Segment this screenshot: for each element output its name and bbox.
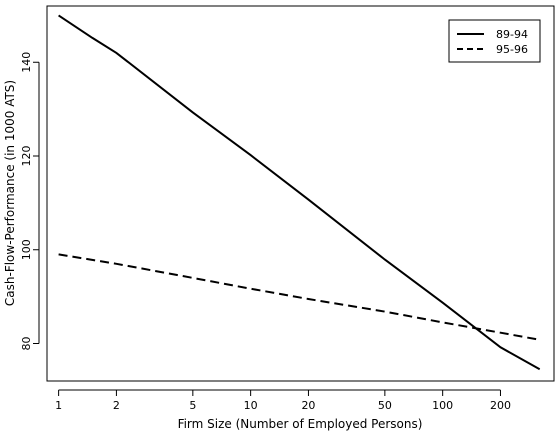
legend-label-95-96: 95-96 bbox=[496, 43, 528, 56]
x-tick-label: 100 bbox=[432, 399, 453, 412]
x-tick-label: 10 bbox=[244, 399, 258, 412]
legend-label-89-94: 89-94 bbox=[496, 28, 528, 41]
series-layer bbox=[58, 14, 541, 371]
legend: 89-94 95-96 bbox=[448, 19, 541, 63]
y-tick-label: 140 bbox=[20, 52, 33, 73]
y-tick-label: 100 bbox=[20, 239, 33, 260]
plot-frame bbox=[46, 5, 555, 382]
y-axis: 80 100 120 140 bbox=[20, 52, 40, 351]
x-tick-label: 2 bbox=[113, 399, 120, 412]
x-tick-label: 5 bbox=[189, 399, 196, 412]
series-line-89-94 bbox=[58, 14, 541, 371]
x-axis: 1 2 5 10 20 50 100 200 bbox=[55, 389, 511, 412]
legend-box bbox=[448, 19, 541, 63]
x-axis-label: Firm Size (Number of Employed Persons) bbox=[178, 417, 423, 431]
y-axis-label: Cash-Flow-Performance (in 1000 ATS) bbox=[3, 80, 17, 306]
x-tick-label: 50 bbox=[378, 399, 392, 412]
x-tick-label: 1 bbox=[55, 399, 62, 412]
x-tick-label: 20 bbox=[301, 399, 315, 412]
y-tick-label: 120 bbox=[20, 146, 33, 167]
y-tick-label: 80 bbox=[20, 337, 33, 351]
x-tick-label: 200 bbox=[490, 399, 511, 412]
series-line-95-96 bbox=[58, 253, 540, 341]
